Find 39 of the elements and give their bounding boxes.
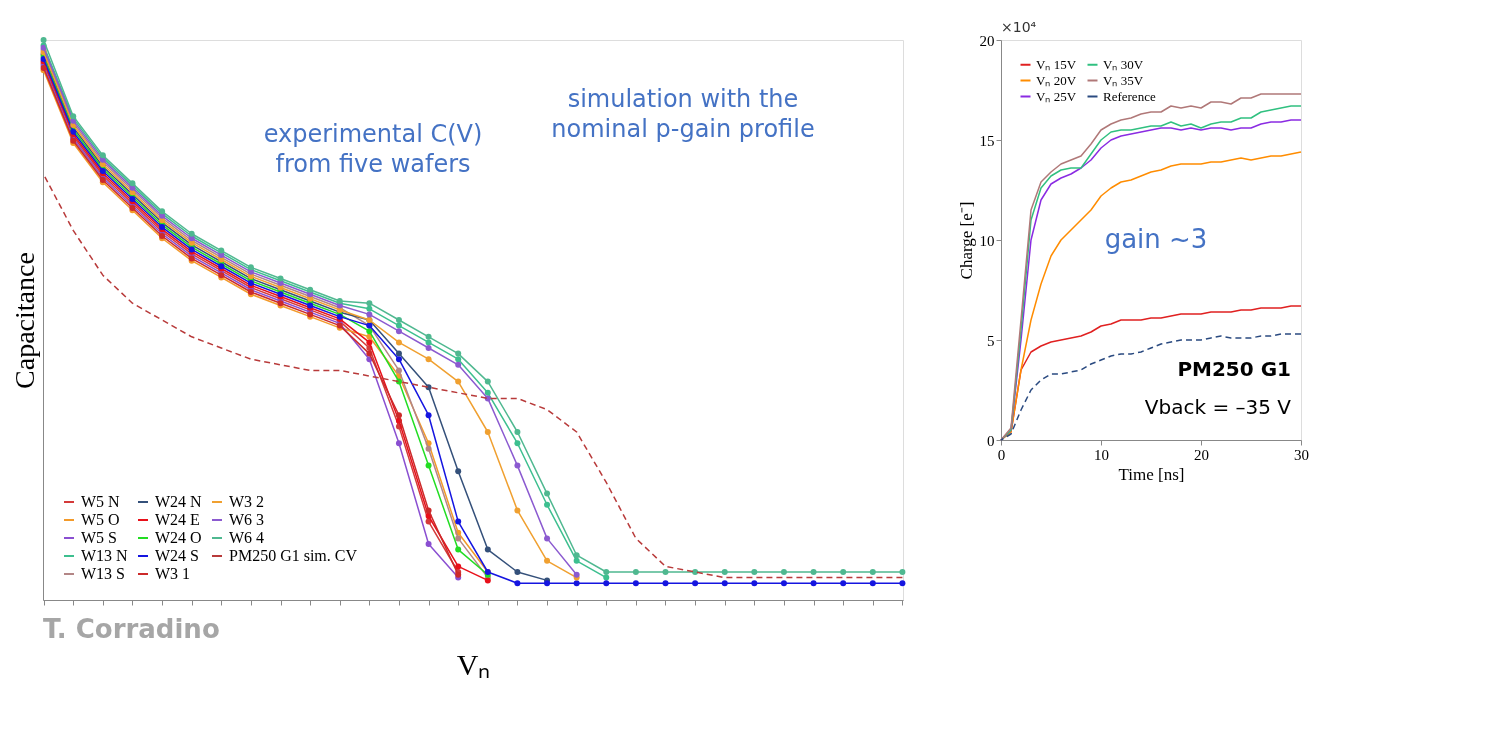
legend-label: Vₙ 15V <box>1036 56 1077 72</box>
legend-label: Vₙ 25V <box>1036 88 1077 104</box>
legend-label: W24 E <box>155 511 200 528</box>
x-tick-label: 30 <box>1294 446 1309 463</box>
annotation: PM250 G1 <box>1177 357 1291 381</box>
x-axis-title: Vₙ <box>456 648 491 681</box>
y-axis-title: Charge [e⁻] <box>956 201 976 280</box>
legend-label: W13 N <box>81 547 129 564</box>
annotation: Vback = –35 V <box>1144 395 1292 419</box>
y-tick-label: 0 <box>987 432 995 449</box>
legend-label: W6 4 <box>229 529 265 546</box>
x-tick-label: 20 <box>1194 446 1209 463</box>
x-tick-label: 10 <box>1094 446 1109 463</box>
legend-label: W5 O <box>81 511 120 528</box>
legend-label: W3 1 <box>155 565 191 582</box>
legend-label: Vₙ 20V <box>1036 72 1077 88</box>
text: T. Corradino <box>43 614 220 644</box>
y-tick-label: 20 <box>979 32 995 49</box>
x-axis-title: Time [ns] <box>1118 464 1185 484</box>
legend-label: Vₙ 30V <box>1103 56 1144 72</box>
legend-label: W24 O <box>155 529 202 546</box>
y-axis-title: Capacitance <box>8 252 40 389</box>
y-tick-label: 5 <box>987 332 995 349</box>
y-tick-label: 10 <box>979 232 995 249</box>
legend-label: Vₙ 35V <box>1103 72 1144 88</box>
annotation: gain ~3 <box>1104 224 1208 254</box>
legend-label: Reference <box>1103 88 1156 104</box>
text: ×10⁴ <box>1001 19 1037 35</box>
legend-label: W6 3 <box>229 511 265 528</box>
annotation: simulation with the nominal p-gain profile <box>551 85 815 143</box>
legend-label: W5 N <box>81 493 121 510</box>
annotation: experimental C(V) from five wafers <box>263 120 483 178</box>
y-tick-label: 15 <box>979 132 995 149</box>
legend-label: PM250 G1 sim. CV <box>229 547 358 564</box>
legend-label: W24 S <box>155 547 199 564</box>
legend-label: W3 2 <box>229 493 265 510</box>
legend-label: W13 S <box>81 565 125 582</box>
legend-label: W5 S <box>81 529 117 546</box>
legend-label: W24 N <box>155 493 203 510</box>
